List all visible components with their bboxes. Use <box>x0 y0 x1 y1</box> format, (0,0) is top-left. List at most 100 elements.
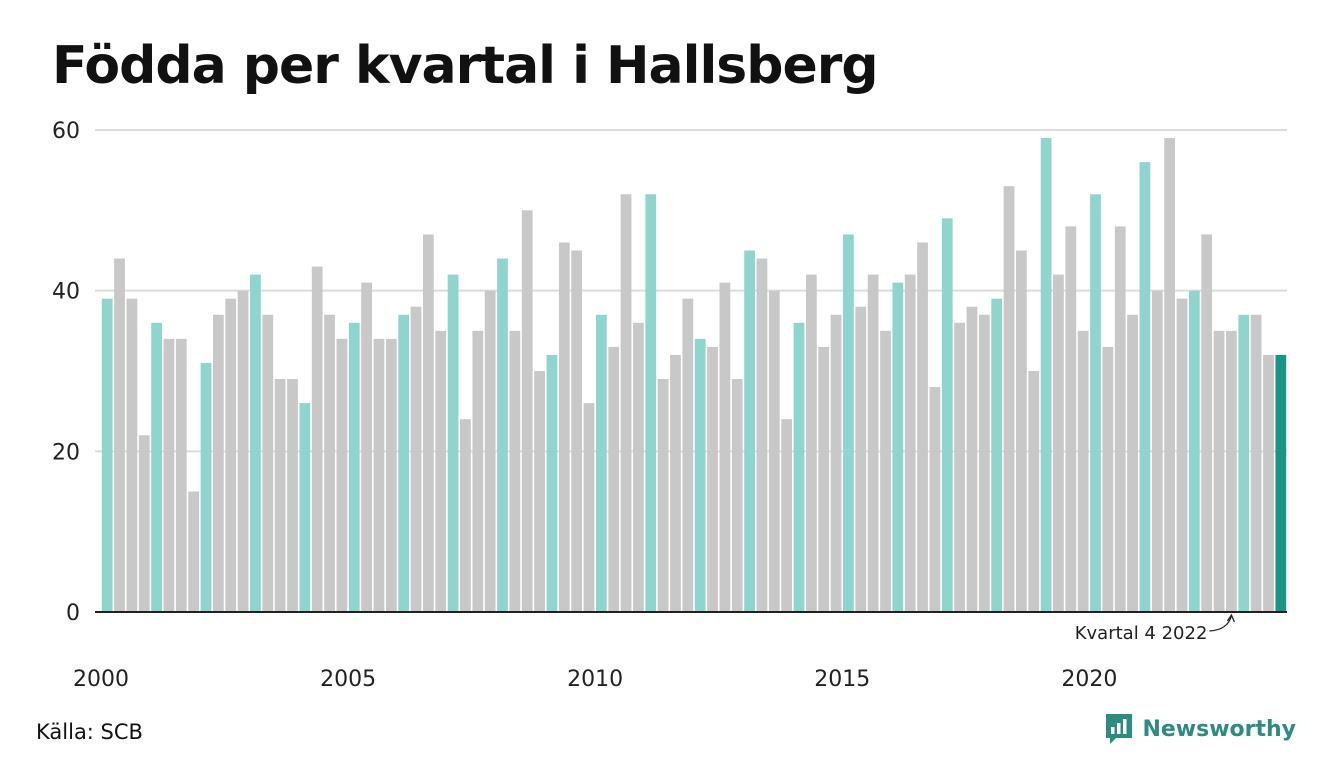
bar <box>694 338 706 612</box>
bar <box>880 330 891 612</box>
annotation: Kvartal 4 2022 <box>1075 613 1236 644</box>
y-tick-label: 60 <box>52 119 80 144</box>
bar <box>126 298 138 612</box>
bar <box>225 298 237 612</box>
bar <box>1077 330 1089 612</box>
bar <box>1226 330 1237 612</box>
bar <box>954 322 965 612</box>
brand-name: Newsworthy <box>1142 716 1296 742</box>
bar <box>274 379 286 612</box>
bar <box>744 250 755 612</box>
bar <box>497 258 508 612</box>
bar <box>175 338 187 612</box>
bar <box>484 290 496 612</box>
bar <box>1275 354 1287 612</box>
bar <box>1263 354 1274 612</box>
annotation-arrowhead <box>1226 613 1236 623</box>
bar <box>608 346 620 612</box>
bar <box>287 379 298 612</box>
bar <box>1053 274 1064 612</box>
axes: 0 20 40 60 2000 2005 2010 2015 2020 <box>52 119 1287 692</box>
bar <box>1201 234 1213 612</box>
bar <box>348 322 360 612</box>
bar <box>373 338 385 612</box>
bar <box>1188 290 1200 612</box>
annotation-arrow <box>1209 615 1233 632</box>
chart-title: Födda per kvartal i Hallsberg <box>52 36 879 96</box>
bar <box>1040 138 1052 613</box>
bar <box>805 274 817 612</box>
bar <box>558 242 570 612</box>
bar <box>1250 314 1262 612</box>
bar <box>398 314 410 612</box>
bar <box>1102 346 1114 612</box>
bar <box>324 314 335 612</box>
bar <box>1127 314 1138 612</box>
bar <box>114 258 125 612</box>
bar <box>719 282 731 612</box>
bar <box>1065 226 1077 612</box>
bar <box>595 314 607 612</box>
bar <box>633 322 644 612</box>
bar <box>657 379 669 612</box>
x-tick-label: 2020 <box>1061 667 1117 692</box>
newsworthy-logo-icon <box>1106 714 1133 744</box>
bar <box>917 242 928 612</box>
x-tick-label: 2015 <box>814 667 870 692</box>
bar <box>941 218 953 612</box>
bar <box>311 266 323 612</box>
bar <box>682 298 694 612</box>
bar <box>299 403 311 612</box>
bar <box>991 298 1003 612</box>
bar <box>781 419 793 612</box>
bar <box>423 234 434 612</box>
bar <box>904 274 916 612</box>
bar <box>1090 194 1101 612</box>
annotation-label: Kvartal 4 2022 <box>1075 623 1208 644</box>
bar <box>855 306 867 612</box>
bar <box>645 194 657 612</box>
bar <box>978 314 990 612</box>
bar <box>1164 138 1176 613</box>
bar <box>521 210 533 613</box>
bar <box>237 290 249 612</box>
bar <box>707 346 718 612</box>
bar <box>151 322 162 612</box>
bar <box>460 419 471 612</box>
bar <box>1016 250 1027 612</box>
bar <box>756 258 768 612</box>
bar <box>447 274 459 612</box>
y-tick-label: 0 <box>66 601 80 626</box>
bar <box>534 371 545 612</box>
bar <box>1139 162 1151 612</box>
bar <box>620 194 632 612</box>
bar <box>768 290 780 612</box>
x-tick-label: 2005 <box>320 667 376 692</box>
bar <box>1176 298 1188 612</box>
bar <box>435 330 447 612</box>
x-tick-label: 2010 <box>567 667 623 692</box>
bar <box>472 330 484 612</box>
bar <box>212 314 224 612</box>
y-tick-label: 40 <box>52 280 80 305</box>
bar <box>793 322 805 612</box>
bar <box>188 491 200 612</box>
bar <box>200 362 212 612</box>
bar <box>101 298 113 612</box>
bar <box>546 354 558 612</box>
bar <box>1114 226 1126 612</box>
x-tick-label: 2000 <box>73 667 129 692</box>
bar <box>262 314 274 612</box>
bar <box>336 338 348 612</box>
bar <box>1151 290 1163 612</box>
brand-logo[interactable]: Newsworthy <box>1104 712 1296 746</box>
bar <box>1003 186 1015 612</box>
bar <box>731 379 743 612</box>
bar <box>583 403 595 612</box>
bar <box>163 338 175 612</box>
bar <box>843 234 854 612</box>
bar <box>361 282 372 612</box>
bar <box>1238 314 1250 612</box>
bar <box>1213 330 1225 612</box>
